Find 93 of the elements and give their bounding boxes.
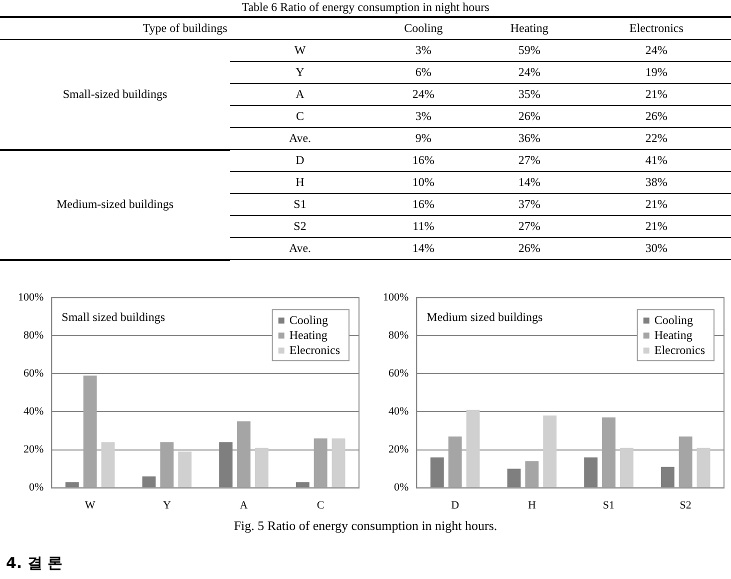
y-tick-label: 20% — [388, 444, 409, 456]
bar — [332, 438, 346, 488]
bar — [314, 438, 328, 488]
bar — [448, 436, 462, 488]
y-tick-label: 40% — [388, 406, 409, 418]
y-tick-label: 0% — [394, 482, 409, 494]
text: 21% — [645, 87, 668, 101]
text: 4. 결 론 — [5, 554, 64, 573]
x-tick-label: W — [84, 499, 96, 512]
category-label: S2 — [294, 219, 306, 233]
text: 35% — [518, 87, 540, 101]
category-label: Heating — [476, 17, 582, 40]
text: 41% — [645, 153, 668, 167]
text: 3% — [415, 43, 432, 57]
category-label: H — [296, 175, 304, 189]
x-tick-label: D — [451, 499, 460, 512]
category-label: Cooling — [370, 17, 477, 40]
text: 26% — [518, 241, 540, 255]
legend-label: Heating — [654, 328, 692, 342]
y-tick-label: 60% — [23, 368, 44, 380]
text: 21% — [645, 219, 668, 233]
bar — [83, 376, 97, 488]
text: 38% — [645, 175, 668, 189]
x-tick-label: S2 — [680, 499, 692, 512]
category-label: W — [294, 43, 306, 57]
text: 11% — [412, 219, 434, 233]
caption: Fig. 5 Ratio of energy consumption in night hours. — [232, 518, 498, 535]
x-tick-label: Y — [162, 499, 171, 512]
text: 22% — [645, 131, 668, 145]
category-label: Small-sized buildings — [62, 86, 168, 101]
y-tick-label: 80% — [23, 330, 44, 342]
text: 30% — [645, 241, 668, 255]
bar — [101, 442, 115, 488]
y-tick-label: 0% — [28, 482, 44, 494]
text: 14% — [412, 241, 434, 255]
category-label: Y — [296, 65, 304, 79]
bar — [160, 442, 174, 488]
text: Type of buildings — [0, 17, 370, 40]
legend-label: Cooling — [654, 312, 694, 327]
bar — [602, 417, 616, 488]
y-tick-label: 80% — [388, 330, 409, 342]
text: Medium sized buildings — [426, 310, 543, 324]
text: 24% — [645, 43, 668, 57]
category-label: Medium-sized buildings — [56, 197, 174, 211]
legend-label: Heating — [289, 328, 328, 342]
bar — [525, 461, 539, 488]
text: 3% — [415, 109, 432, 123]
text: 27% — [518, 153, 540, 167]
y-tick-label: 20% — [23, 444, 44, 456]
text: Table 6 Ratio of energy consumption in night hours — [240, 0, 490, 16]
text: 59% — [518, 43, 540, 57]
bar — [620, 448, 634, 488]
text: 10% — [412, 175, 434, 189]
category-label: C — [296, 109, 304, 123]
text: 26% — [645, 109, 668, 123]
category-label: Ave. — [288, 131, 312, 145]
x-tick-label: A — [240, 499, 248, 512]
category-label: D — [296, 153, 304, 167]
bar — [254, 448, 268, 488]
bar — [178, 452, 192, 488]
text: 24% — [412, 87, 434, 101]
text: 6% — [415, 65, 432, 79]
x-tick-label: C — [316, 499, 324, 512]
text: 16% — [412, 197, 434, 211]
text: 24% — [518, 65, 540, 79]
category-label: S1 — [294, 197, 306, 211]
y-tick-label: 60% — [388, 368, 409, 380]
category-label: A — [296, 87, 304, 101]
text: 9% — [415, 131, 432, 145]
text: 36% — [518, 131, 540, 145]
bar — [678, 436, 692, 488]
legend-label: Elecronics — [654, 342, 706, 357]
text: 37% — [518, 197, 540, 211]
bar — [696, 448, 710, 488]
text: Small sized buildings — [62, 310, 166, 324]
y-tick-label: 40% — [23, 406, 44, 418]
text: 21% — [645, 197, 668, 211]
category-label: Electronics — [582, 17, 731, 40]
text: 27% — [518, 219, 540, 233]
category-label: Ave. — [288, 241, 312, 255]
text: 14% — [518, 175, 540, 189]
text: 19% — [645, 65, 668, 79]
bar — [543, 416, 557, 488]
text: 16% — [412, 153, 434, 167]
text: 26% — [518, 109, 540, 123]
y-tick-label: 100% — [18, 291, 44, 304]
bar — [237, 421, 250, 488]
x-tick-label: S1 — [602, 499, 615, 512]
bar — [466, 410, 480, 488]
legend-label: Cooling — [289, 312, 328, 327]
legend-label: Elecronics — [289, 342, 340, 357]
x-tick-label: H — [528, 499, 536, 512]
y-tick-label: 100% — [382, 291, 409, 304]
